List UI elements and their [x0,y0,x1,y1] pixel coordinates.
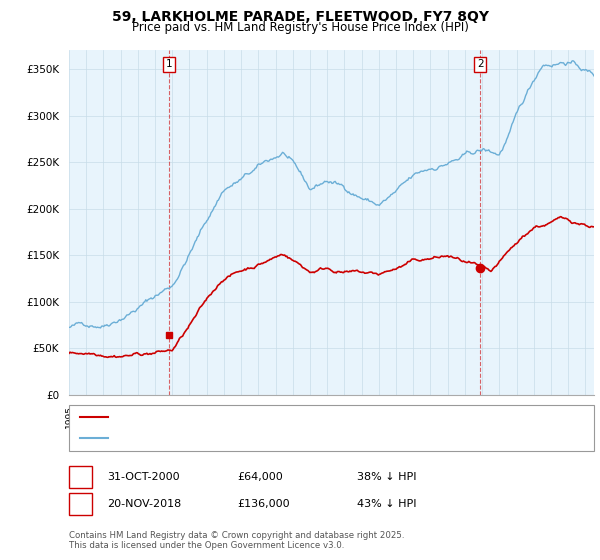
Text: £136,000: £136,000 [237,499,290,509]
Text: Price paid vs. HM Land Registry's House Price Index (HPI): Price paid vs. HM Land Registry's House … [131,21,469,34]
Text: HPI: Average price, detached house, Wyre: HPI: Average price, detached house, Wyre [112,433,318,444]
Text: 31-OCT-2000: 31-OCT-2000 [107,472,179,482]
Text: 59, LARKHOLME PARADE, FLEETWOOD, FY7 8QY (detached house): 59, LARKHOLME PARADE, FLEETWOOD, FY7 8QY… [112,412,437,422]
Text: 1: 1 [77,470,84,484]
Text: £64,000: £64,000 [237,472,283,482]
Text: 20-NOV-2018: 20-NOV-2018 [107,499,181,509]
Text: 2: 2 [77,497,84,511]
Text: 2: 2 [477,59,484,69]
Text: 43% ↓ HPI: 43% ↓ HPI [357,499,416,509]
Text: 38% ↓ HPI: 38% ↓ HPI [357,472,416,482]
Text: Contains HM Land Registry data © Crown copyright and database right 2025.
This d: Contains HM Land Registry data © Crown c… [69,531,404,550]
Text: 59, LARKHOLME PARADE, FLEETWOOD, FY7 8QY: 59, LARKHOLME PARADE, FLEETWOOD, FY7 8QY [112,10,488,24]
Text: 1: 1 [166,59,173,69]
